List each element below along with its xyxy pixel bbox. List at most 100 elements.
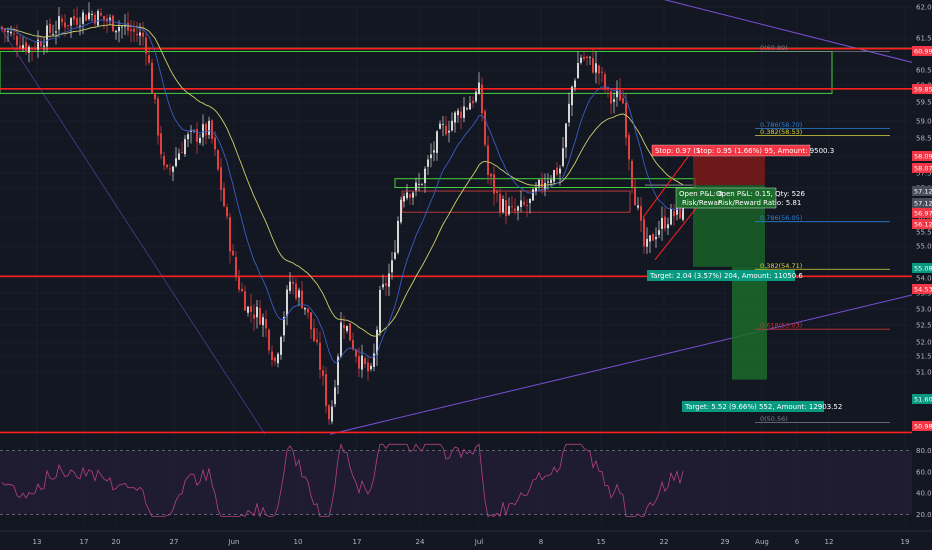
candle-body: [478, 82, 480, 94]
candle-body: [637, 205, 639, 208]
candle-body: [598, 65, 600, 74]
candle-body: [439, 123, 441, 129]
time-tick-label: Jun: [228, 538, 240, 546]
rsi-band: [0, 450, 912, 515]
candle-body: [412, 192, 414, 198]
time-tick-label: 15: [597, 538, 606, 546]
ema-fast-line: [1, 19, 684, 364]
fib-level-label: 0(50.56): [760, 415, 788, 423]
candle-body: [562, 148, 564, 167]
candle-body: [394, 252, 396, 259]
candle-body: [52, 33, 54, 35]
candle-body: [406, 192, 408, 199]
candle-body: [61, 18, 63, 22]
candle-body: [94, 14, 96, 24]
candle-body: [481, 84, 483, 114]
candle-body: [148, 55, 150, 63]
pnl-label-2: Open P&L: 0.15, Qty: 526: [716, 190, 805, 198]
candle-body: [508, 206, 510, 215]
candle-body: [40, 41, 42, 47]
candle-body: [316, 339, 318, 343]
candle-body: [574, 80, 576, 88]
price-axis[interactable]: 62.0061.5060.5060.0059.5059.0058.5058.00…: [912, 4, 932, 519]
candle-body: [559, 168, 561, 174]
rsi-tick-label: 60.00: [916, 468, 932, 476]
stop-label: Stop: 0.97 (1: [655, 147, 701, 155]
candle-body: [433, 150, 435, 153]
price-tick-label: 51.00: [916, 369, 932, 377]
candle-body: [604, 74, 606, 89]
candle-body: [13, 33, 15, 35]
candle-body: [115, 30, 117, 33]
candle-body: [601, 71, 603, 73]
fib-level-label: 0.382(58.53): [760, 128, 802, 136]
candle-body: [31, 47, 33, 50]
stop-label-2: Stop: 0.95 (1.66%) 95, Amount: 9500.3: [696, 147, 834, 155]
candle-body: [442, 124, 444, 125]
candle-body: [517, 206, 519, 211]
candle-body: [67, 24, 69, 26]
candle-body: [421, 183, 423, 185]
candle-body: [298, 290, 300, 298]
candle-body: [499, 193, 501, 213]
candle-body: [361, 355, 363, 370]
candle-body: [199, 137, 201, 143]
candle-body: [505, 200, 507, 216]
candle-body: [547, 181, 549, 183]
trendline-upper: [663, 0, 913, 63]
candle-body: [577, 63, 579, 79]
candle-body: [529, 198, 531, 204]
candle-body: [589, 56, 591, 58]
candle-body: [430, 154, 432, 159]
price-tag: [912, 151, 932, 161]
candle-body: [301, 290, 303, 309]
target-label-2: Target: 5.52 (9.66%) 552, Amount: 12903.…: [684, 403, 842, 411]
fib-level-label: 0.786(58.70): [760, 121, 802, 129]
time-axis[interactable]: 13 17 20 27 Jun 10 17 24 Jul 8 15 22 29 Aug 6 12 19: [0, 530, 932, 546]
candle-body: [202, 124, 204, 138]
candle-body: [271, 351, 273, 361]
candle-body: [445, 125, 447, 135]
candle-body: [400, 199, 402, 223]
candle-body: [238, 277, 240, 290]
candle-body: [196, 129, 198, 142]
candle-body: [625, 102, 627, 138]
candle-body: [97, 10, 99, 26]
candle-body: [151, 62, 153, 93]
candle-body: [634, 187, 636, 206]
moving-averages: [1, 19, 684, 364]
candle-body: [568, 103, 570, 123]
time-tick-label: 27: [170, 538, 179, 546]
candle-body: [532, 189, 534, 201]
resistance-zone-box: [0, 50, 833, 94]
candle-body: [376, 329, 378, 355]
candle-body: [349, 323, 351, 341]
rr-label-2: Risk/Reward Ratio: 5.81: [718, 199, 801, 207]
candle-body: [424, 168, 426, 184]
candle-body: [49, 23, 51, 34]
candle-body: [418, 184, 420, 185]
candle-body: [256, 306, 258, 318]
candle-body: [511, 206, 513, 208]
candle-body: [646, 238, 648, 247]
candle-body: [283, 316, 285, 336]
fib-level-label: 0.786(56.05): [760, 214, 802, 222]
candle-body: [343, 324, 345, 329]
candle-body: [364, 358, 366, 364]
candle-body: [28, 46, 30, 53]
candle-body: [667, 224, 669, 229]
time-tick-label: 8: [539, 538, 543, 546]
candle-body: [223, 187, 225, 207]
target-zone-2: [732, 266, 767, 380]
candle-body: [235, 257, 237, 278]
candle-body: [307, 308, 309, 313]
candle-body: [7, 31, 9, 33]
price-tick-label: 57.50: [916, 170, 932, 178]
candle-body: [469, 103, 471, 110]
candle-body: [355, 349, 357, 357]
pnl-label: Open P&L: 0: [679, 190, 723, 198]
candle-body: [331, 406, 333, 422]
time-tick-label: 29: [721, 538, 730, 546]
candle-body: [628, 135, 630, 160]
